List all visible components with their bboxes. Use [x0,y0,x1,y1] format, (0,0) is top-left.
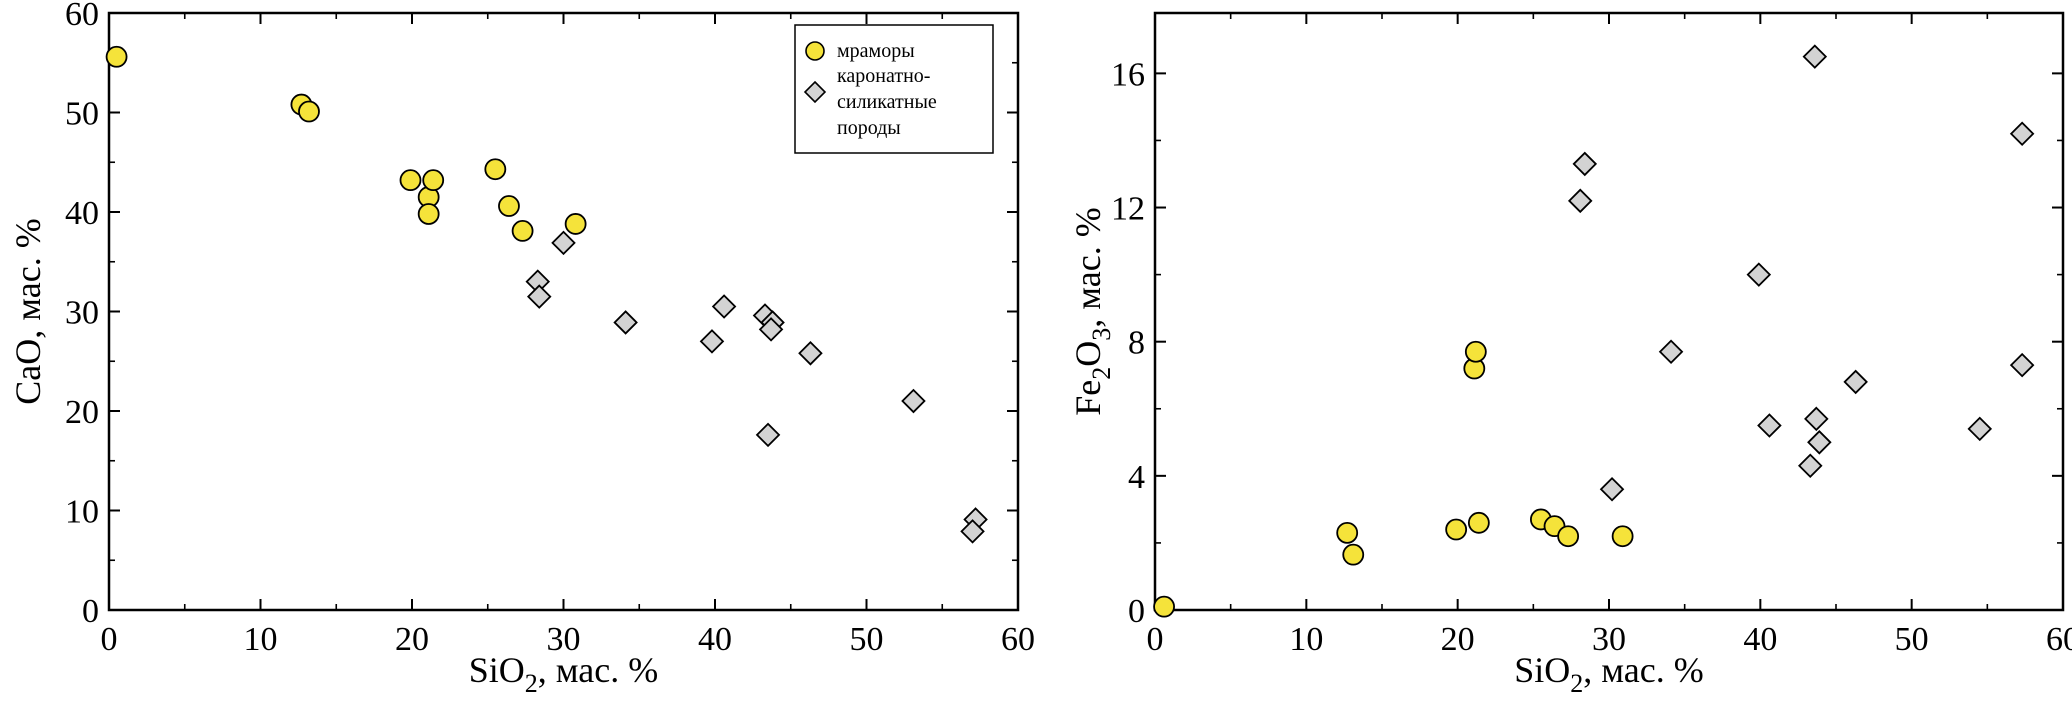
data-point-diamond [551,230,576,256]
data-point-circle [1467,511,1490,534]
y-axis-label: Fe2O3, мас. % [1068,207,1116,415]
data-point-circle [422,169,445,192]
data-point-diamond [1746,262,1772,287]
y-tick-label: 8 [1128,325,1145,362]
data-point-diamond [798,341,823,366]
data-point-circle [1336,521,1359,544]
series-circle [105,45,587,242]
legend-circle-icon [805,41,825,61]
x-tick-label: 50 [1895,621,1929,658]
data-point-diamond [1967,416,1993,442]
data-point-circle [484,158,507,181]
data-point-diamond [755,422,781,448]
data-point-circle [417,203,440,225]
legend-label: каронатно- [837,65,930,87]
x-tick-label: 30 [547,621,581,658]
y-tick-label: 30 [65,295,99,332]
series-diamond [525,230,988,544]
data-point-diamond [1599,476,1625,502]
legend: мраморы каронатно-силикатные породы [794,24,994,154]
data-point-circle [564,213,587,235]
data-point-diamond [758,317,784,342]
data-point-diamond [1804,406,1829,432]
y-tick-label: 10 [65,494,99,531]
legend-label: силикатные [837,91,937,113]
x-tick-label: 60 [1001,621,1035,658]
data-point-circle [399,169,422,192]
x-tick-label: 50 [850,621,884,658]
x-tick-label: 0 [101,621,118,658]
x-tick-label: 20 [395,621,429,658]
x-tick-label: 40 [1743,621,1777,658]
data-point-circle [1464,340,1487,363]
data-point-diamond [699,329,725,354]
data-point-diamond [1798,453,1823,479]
data-point-diamond [711,294,737,319]
legend-label: мраморы [837,40,915,62]
data-point-diamond [1567,188,1593,214]
data-point-diamond [1572,151,1598,177]
data-point-diamond [960,519,985,544]
y-tick-label: 40 [65,195,99,232]
data-point-diamond [1658,339,1684,365]
legend-box [794,24,994,154]
data-point-circle [1611,525,1634,548]
data-point-circle [498,195,520,217]
x-axis-label: SiO2, мас. % [469,650,659,698]
data-point-diamond [526,284,552,309]
data-point-diamond [1757,413,1782,438]
data-point-circle [1153,595,1175,618]
y-tick-label: 12 [1111,191,1145,228]
chart-fe2o3-vs-sio2: 0 10 20 30 40 50 60 0 4 8 12 16 SiO2, мас. % Fe2O3, м… [1068,11,2072,698]
data-point-circle [298,100,320,123]
data-point-diamond [901,388,926,414]
x-tick-label: 0 [1147,621,1164,658]
legend-label: породы [837,117,901,139]
legend-diamond-icon [803,80,827,104]
y-axis-label: CaO, мас. % [8,218,48,404]
y-tick-label: 4 [1128,459,1145,496]
x-tick-label: 30 [1592,621,1626,658]
data-point-circle [1342,543,1365,566]
data-point-diamond [613,310,638,335]
x-axis-label: SiO2, мас. % [1514,650,1704,698]
y-tick-label: 50 [65,96,99,133]
x-tick-label: 10 [1289,621,1323,658]
y-tick-label: 0 [1128,593,1145,630]
data-point-diamond [1807,430,1832,455]
data-point-circle [1445,518,1468,541]
x-tick-label: 40 [698,621,732,658]
x-tick-label: 20 [1441,621,1475,658]
plot-frame [1153,11,2065,612]
data-point-diamond [2009,121,2035,147]
series-diamond [1567,44,2035,502]
y-tick-label: 20 [65,394,99,431]
x-tick-label: 60 [2046,621,2072,658]
series-circle [1153,340,1634,618]
y-tick-label: 16 [1111,56,1145,93]
y-tick-label: 0 [82,593,99,630]
x-tick-label: 10 [244,621,278,658]
chart-cao-vs-sio2: 0 10 20 30 40 50 60 0 10 20 30 40 50 60 SiO2, мас. % Ca… [8,0,1035,698]
data-point-diamond [1843,369,1868,395]
data-point-diamond [1802,44,1828,69]
data-point-circle [511,220,534,242]
y-tick-label: 60 [65,0,99,33]
data-point-circle [105,45,128,68]
data-point-circle [1557,525,1580,548]
data-point-diamond [2009,352,2035,378]
